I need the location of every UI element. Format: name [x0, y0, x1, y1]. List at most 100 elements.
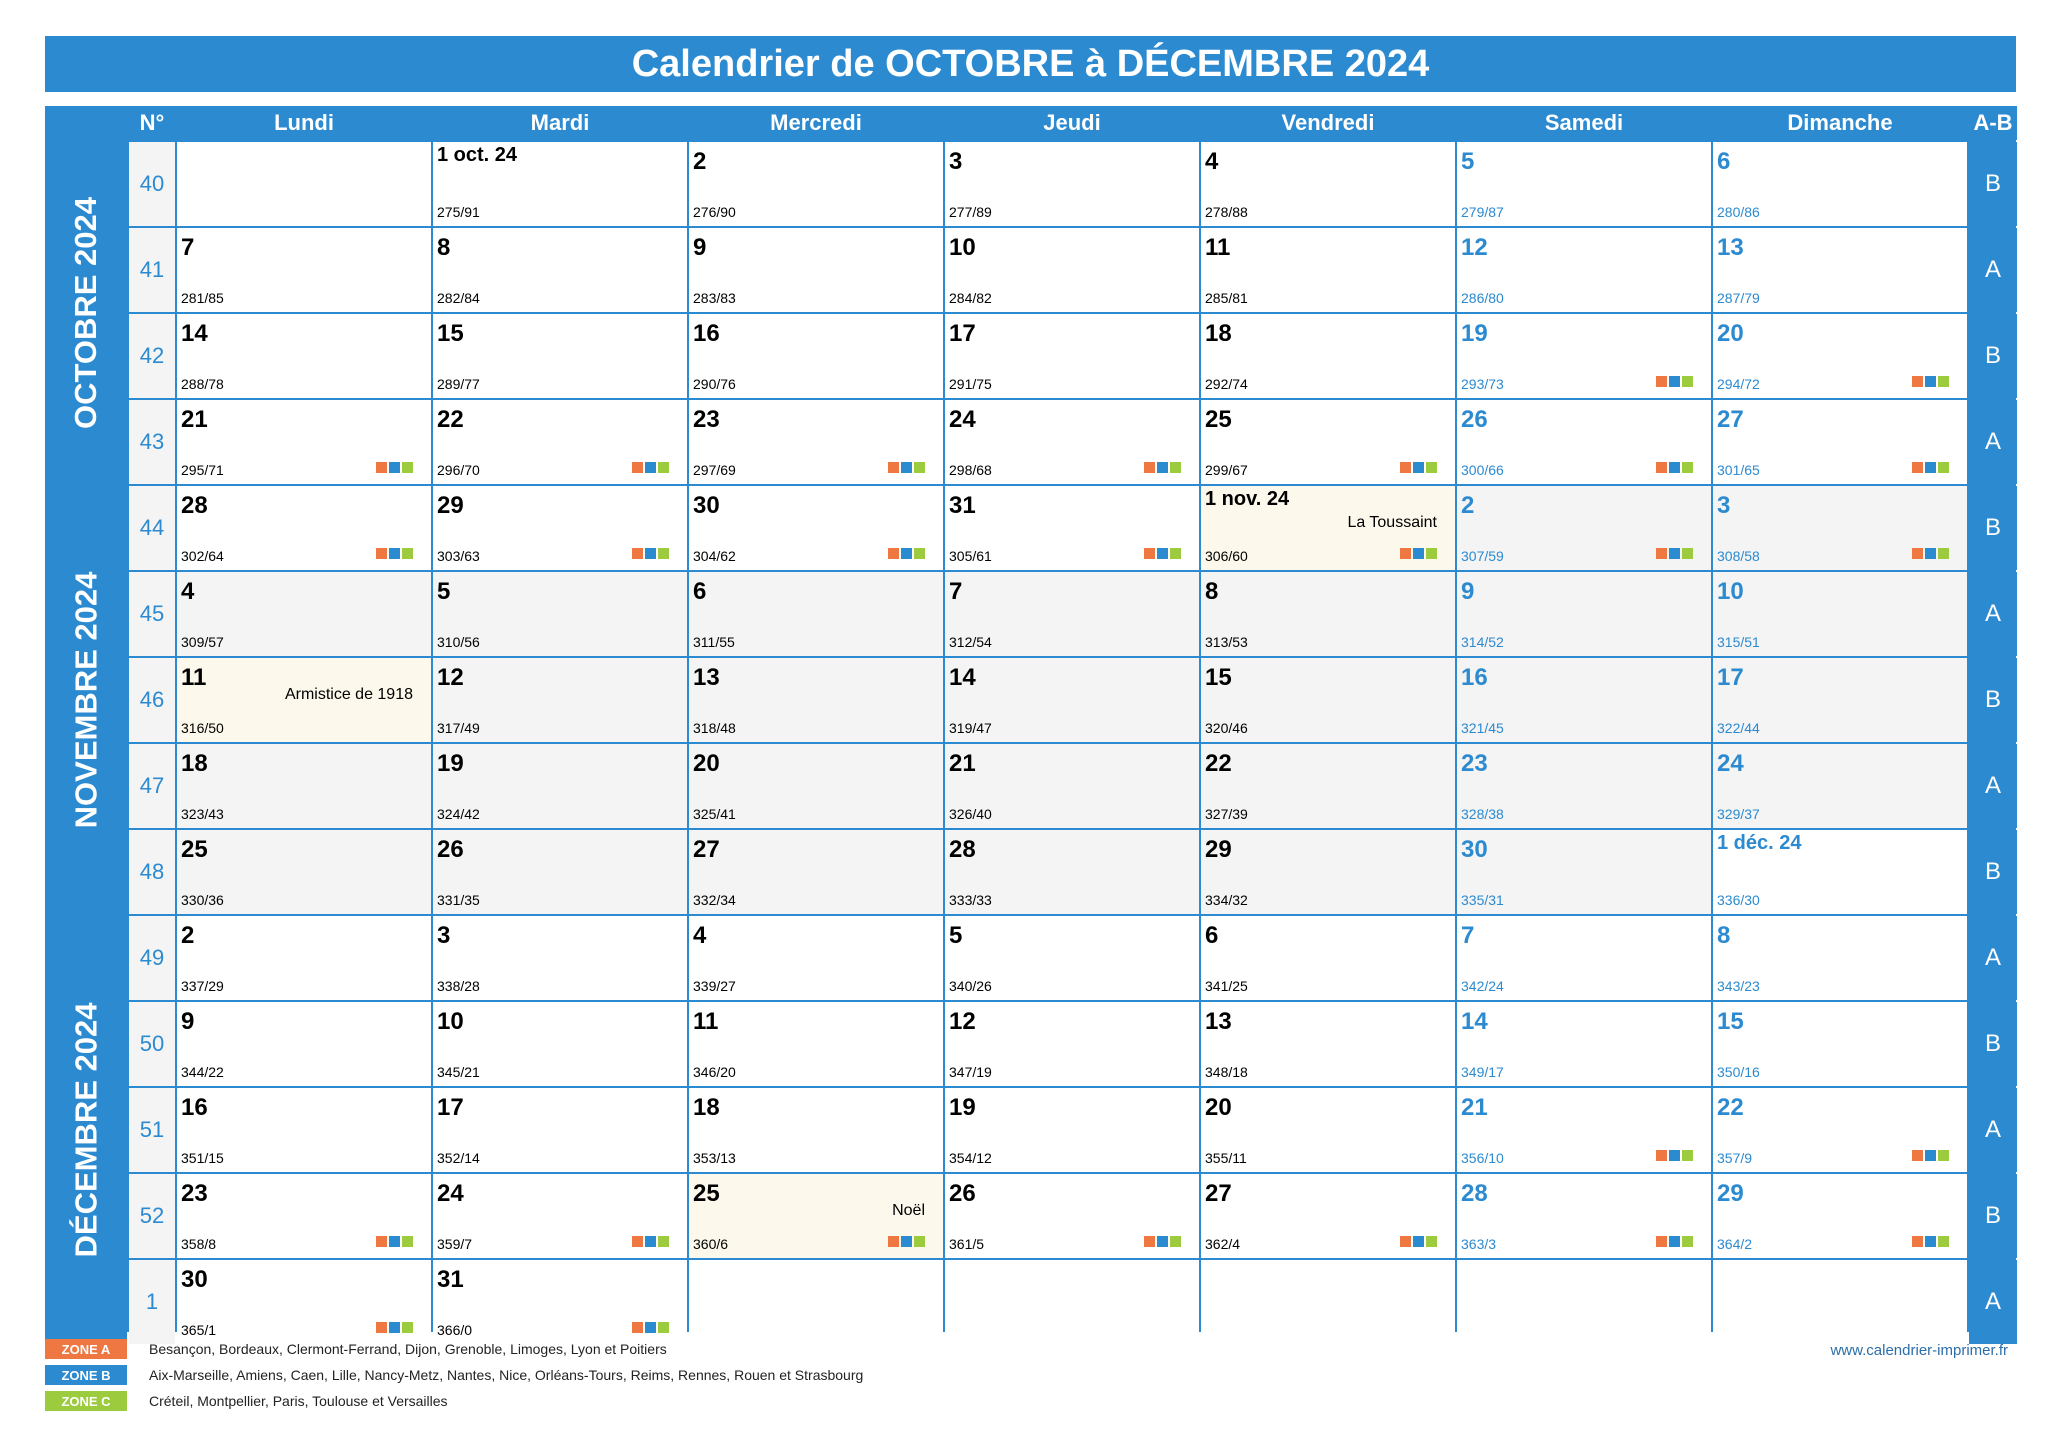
- zone-a-marker: [376, 1236, 387, 1247]
- school-holiday-zones: [1912, 1150, 1949, 1161]
- day-cell: 4 309/57: [177, 572, 431, 656]
- school-holiday-zones: [1400, 462, 1437, 473]
- day-number: 2: [693, 148, 707, 175]
- calendar-grid: N° Lundi Mardi Mercredi Jeudi Vendredi S…: [45, 106, 2017, 1344]
- day-of-year: 308/58: [1717, 548, 1760, 564]
- website-link[interactable]: www.calendrier-imprimer.fr: [1830, 1342, 2008, 1359]
- school-holiday-zones: [888, 1236, 925, 1247]
- day-of-year: 332/34: [693, 892, 736, 908]
- school-holiday-zones: [1400, 1236, 1437, 1247]
- day-of-year: 311/55: [693, 634, 735, 650]
- day-number: 9: [1461, 578, 1475, 605]
- day-cell: 12 347/19: [945, 1002, 1199, 1086]
- school-holiday-zones: [1656, 1236, 1693, 1247]
- day-cell: 15 350/16: [1713, 1002, 1967, 1086]
- day-number: 19: [949, 1094, 976, 1121]
- zone-c-marker: [1170, 1236, 1181, 1247]
- day-cell: 10 345/21: [433, 1002, 687, 1086]
- day-number: 26: [1461, 406, 1488, 433]
- day-cell: 2 337/29: [177, 916, 431, 1000]
- ab-week-letter: B: [1969, 658, 2017, 742]
- empty-day-cell: [945, 1260, 1199, 1344]
- day-cell: 12 286/80: [1457, 228, 1711, 312]
- day-cell: 26 331/35: [433, 830, 687, 914]
- zone-c-marker: [914, 548, 925, 559]
- day-of-year: 284/82: [949, 290, 992, 306]
- day-cell: 28 302/64: [177, 486, 431, 570]
- zone-a-marker: [1656, 548, 1667, 559]
- zone-b-marker: [389, 548, 400, 559]
- day-number: 31: [949, 492, 976, 519]
- zone-b-badge: ZONE B: [45, 1365, 127, 1385]
- day-of-year: 305/61: [949, 548, 992, 564]
- week-number: 40: [129, 142, 175, 226]
- school-holiday-zones: [1656, 462, 1693, 473]
- day-number: 7: [949, 578, 963, 605]
- day-of-year: 350/16: [1717, 1064, 1760, 1080]
- day-number: 13: [1205, 1008, 1232, 1035]
- zone-a-marker: [1144, 548, 1155, 559]
- day-of-year: 314/52: [1461, 634, 1504, 650]
- day-number: 13: [693, 664, 720, 691]
- day-of-year: 315/51: [1717, 634, 1760, 650]
- day-cell: 30 365/1: [177, 1260, 431, 1344]
- day-cell: 9 344/22: [177, 1002, 431, 1086]
- day-of-year: 346/20: [693, 1064, 736, 1080]
- school-holiday-zones: [1656, 376, 1693, 387]
- zone-a-marker: [632, 1236, 643, 1247]
- day-cell: 22 327/39: [1201, 744, 1455, 828]
- day-cell: 6 280/86: [1713, 142, 1967, 226]
- holiday-cell: 1 nov. 24 La Toussaint 306/60: [1201, 486, 1455, 570]
- day-number: 10: [437, 1008, 464, 1035]
- day-cell: 8 282/84: [433, 228, 687, 312]
- day-cell: 18 292/74: [1201, 314, 1455, 398]
- zone-b-marker: [1669, 548, 1680, 559]
- day-number: 5: [949, 922, 963, 949]
- day-of-year: 320/46: [1205, 720, 1248, 736]
- day-of-year: 312/54: [949, 634, 992, 650]
- day-cell: 12 317/49: [433, 658, 687, 742]
- ab-week-letter: B: [1969, 486, 2017, 570]
- day-cell: 20 355/11: [1201, 1088, 1455, 1172]
- week-number: 48: [129, 830, 175, 914]
- week-number: 51: [129, 1088, 175, 1172]
- day-number: 30: [693, 492, 720, 519]
- day-number: 21: [949, 750, 976, 777]
- day-of-year: 325/41: [693, 806, 736, 822]
- zone-b-marker: [1925, 548, 1936, 559]
- day-number: 24: [1717, 750, 1744, 777]
- empty-day-cell: [689, 1260, 943, 1344]
- zone-c-marker: [1682, 462, 1693, 473]
- zone-b-marker: [389, 462, 400, 473]
- day-of-year: 300/66: [1461, 462, 1504, 478]
- zone-b-marker: [1157, 462, 1168, 473]
- day-cell: 2 307/59: [1457, 486, 1711, 570]
- day-number: 5: [1461, 148, 1475, 175]
- day-number: 6: [1717, 148, 1731, 175]
- day-cell: 27 301/65: [1713, 400, 1967, 484]
- zone-c-marker: [1938, 1150, 1949, 1161]
- day-cell: 13 348/18: [1201, 1002, 1455, 1086]
- zone-a-marker: [1400, 462, 1411, 473]
- day-of-year: 291/75: [949, 376, 992, 392]
- day-number: 24: [949, 406, 976, 433]
- zone-b-marker: [1925, 1236, 1936, 1247]
- zone-c-marker: [1682, 1150, 1693, 1161]
- day-of-year: 313/53: [1205, 634, 1248, 650]
- week-number: 43: [129, 400, 175, 484]
- legend-zone-c: ZONE C Créteil, Montpellier, Paris, Toul…: [45, 1388, 863, 1414]
- week-number: 42: [129, 314, 175, 398]
- day-number: 12: [949, 1008, 976, 1035]
- zone-b-marker: [1157, 548, 1168, 559]
- zone-a-marker: [1144, 1236, 1155, 1247]
- day-cell: 24 298/68: [945, 400, 1199, 484]
- header-vendredi: Vendredi: [1201, 106, 1455, 140]
- day-of-year: 365/1: [181, 1322, 217, 1338]
- day-cell: 20 325/41: [689, 744, 943, 828]
- day-number: 9: [693, 234, 707, 261]
- empty-day-cell: [1713, 1260, 1967, 1344]
- day-cell: 11 346/20: [689, 1002, 943, 1086]
- zone-a-marker: [376, 462, 387, 473]
- day-number: 14: [181, 320, 208, 347]
- ab-week-letter: A: [1969, 916, 2017, 1000]
